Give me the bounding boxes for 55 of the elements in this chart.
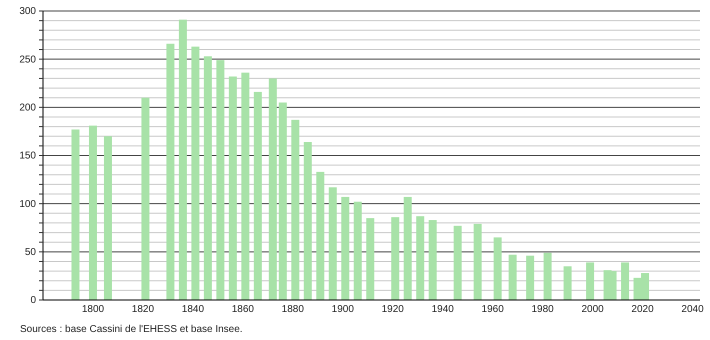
bar (428, 220, 437, 300)
x-tick-label: 1820 (132, 304, 154, 315)
bar (291, 120, 300, 300)
bar (494, 237, 502, 300)
x-tick-label: 2000 (581, 304, 604, 315)
x-tick-label: 2040 (681, 304, 704, 315)
bar (191, 46, 200, 300)
bar (544, 252, 552, 300)
bar (304, 142, 312, 300)
bar (526, 256, 534, 300)
bar (621, 262, 630, 300)
bar (316, 172, 324, 300)
bar (354, 202, 362, 300)
source-note: Sources : base Cassini de l'EHESS et base Insee. (20, 324, 243, 335)
bar (88, 126, 97, 300)
x-tick-label: 2020 (631, 304, 654, 315)
x-tick-label: 1800 (82, 304, 105, 315)
x-tick-label: 1840 (182, 304, 204, 315)
bar (328, 187, 337, 300)
x-tick-label: 1900 (332, 304, 354, 315)
x-tick-label: 1980 (531, 304, 554, 315)
bar (104, 136, 112, 300)
x-tick-label: 1920 (382, 304, 404, 315)
bar (71, 129, 80, 300)
y-tick-label: 250 (19, 54, 36, 66)
y-tick-label: 150 (19, 150, 36, 162)
x-tick-label: 1940 (432, 304, 454, 315)
bar (178, 20, 187, 300)
bar (204, 56, 212, 300)
y-tick-label: 300 (19, 6, 36, 18)
bar (141, 98, 150, 300)
y-tick-label: 100 (19, 198, 36, 210)
bar (241, 72, 250, 300)
bar (341, 196, 350, 300)
y-tick-label: 200 (19, 102, 36, 114)
bar (404, 196, 412, 300)
y-tick-label: 50 (24, 247, 36, 258)
bar (216, 60, 224, 300)
bar (416, 216, 424, 300)
bar (564, 266, 572, 300)
x-tick-label: 1880 (282, 304, 304, 315)
bar (278, 102, 287, 300)
bar (391, 217, 400, 300)
bar (474, 224, 482, 300)
bar (166, 44, 174, 300)
bar (508, 254, 517, 300)
y-tick-label: 0 (30, 295, 36, 306)
bar (586, 262, 594, 300)
bar (268, 78, 277, 300)
bar (228, 76, 237, 300)
bar (254, 92, 262, 300)
x-tick-label: 1860 (232, 304, 254, 315)
bar (366, 218, 374, 300)
x-tick-label: 1960 (482, 304, 504, 315)
bar (454, 226, 462, 300)
